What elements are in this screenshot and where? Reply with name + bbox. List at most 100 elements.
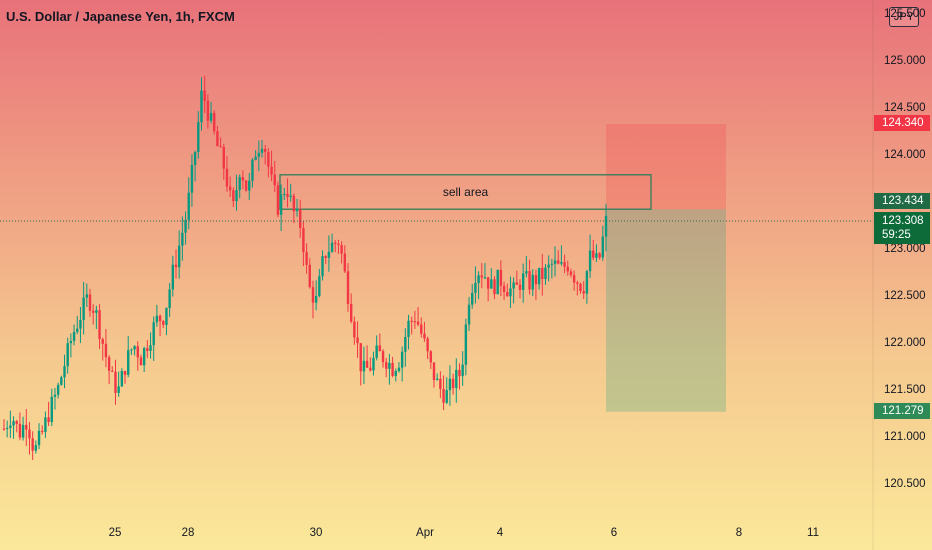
candle-body: [260, 148, 264, 153]
candle-body: [369, 367, 372, 371]
y-tick-label: 120.500: [884, 478, 926, 490]
target-zone: [606, 124, 726, 210]
candle-body: [44, 417, 47, 432]
candle-body: [289, 195, 292, 197]
candle-body: [314, 295, 318, 303]
candle-body: [410, 320, 413, 322]
chart-title: U.S. Dollar / Japanese Yen, 1h, FXCM: [6, 9, 235, 24]
candle-body: [254, 156, 257, 160]
candle-body: [445, 390, 448, 403]
candle-body: [21, 424, 25, 438]
candle-body: [420, 324, 423, 334]
candle-body: [152, 322, 155, 346]
candle-body: [50, 396, 53, 422]
candle-body: [171, 264, 175, 290]
candle-body: [375, 345, 378, 358]
x-tick-label: 8: [735, 527, 743, 539]
candle-body: [244, 180, 248, 191]
candle-body: [493, 279, 496, 295]
candle-body: [31, 438, 34, 451]
candle-body: [302, 228, 305, 253]
candle-body: [359, 343, 362, 372]
candle-body: [66, 343, 69, 367]
candle-body: [502, 285, 506, 292]
candle-body: [273, 174, 276, 186]
candle-body: [146, 348, 149, 351]
candle-body: [356, 337, 359, 344]
candle-body: [209, 113, 213, 121]
candle-body: [85, 294, 89, 298]
candle-body: [598, 253, 601, 258]
candle-body: [461, 364, 464, 377]
current-price-tag: 123.308 59:25: [874, 212, 930, 244]
candle-body: [263, 148, 267, 153]
candle-body: [142, 348, 146, 366]
candle-body: [133, 346, 136, 350]
candle-body: [88, 294, 92, 311]
y-tick-label: 121.000: [884, 431, 926, 443]
candle-body: [114, 371, 117, 393]
candle-body: [82, 297, 85, 320]
candle-body: [193, 152, 197, 165]
candle-body: [168, 289, 171, 308]
candle-body: [464, 324, 468, 365]
candle-body: [216, 131, 219, 147]
candle-body: [582, 291, 585, 294]
candle-body: [15, 421, 18, 424]
y-tick-label: 122.500: [884, 290, 926, 302]
candle-body: [512, 282, 515, 289]
candle-body: [53, 394, 57, 397]
candle-body: [337, 243, 340, 246]
candle-body: [107, 357, 111, 371]
candle-body: [423, 333, 426, 339]
candle-body: [442, 388, 445, 403]
candle-body: [222, 147, 225, 169]
candle-body: [190, 164, 194, 193]
y-tick-label: 122.000: [884, 337, 926, 349]
candle-body: [270, 166, 273, 175]
candle-body: [400, 351, 404, 368]
candle-body: [515, 282, 519, 285]
candle-body: [251, 159, 254, 181]
candle-body: [477, 275, 480, 283]
candle-body: [225, 168, 229, 187]
candle-body: [177, 245, 181, 268]
candle-body: [276, 185, 280, 215]
candle-body: [480, 275, 483, 278]
candle-body: [439, 378, 442, 389]
candle-body: [292, 195, 296, 212]
candle-body: [257, 152, 261, 157]
candle-body: [181, 232, 184, 246]
candle-body: [566, 266, 569, 272]
candle-body: [391, 362, 394, 376]
candle-body: [37, 430, 41, 446]
candle-body: [330, 242, 334, 252]
y-tick-label: 121.500: [884, 384, 926, 396]
candle-body: [506, 291, 509, 297]
candle-body: [346, 271, 350, 304]
candle-body: [98, 310, 101, 340]
candle-body: [279, 194, 283, 215]
candle-body: [601, 236, 605, 258]
candle-body: [318, 276, 321, 296]
candle-body: [324, 256, 327, 258]
candle-body: [165, 307, 168, 325]
candle-body: [385, 362, 388, 369]
candle-body: [123, 371, 127, 375]
candle-body: [407, 320, 410, 337]
candle-body: [483, 277, 487, 279]
candle-body: [604, 215, 608, 237]
candle-body: [235, 189, 238, 202]
candle-body: [595, 253, 598, 258]
candle-body: [563, 262, 566, 267]
x-tick-label: Apr: [416, 527, 434, 539]
candle-body: [521, 273, 525, 290]
candle-body: [467, 304, 471, 325]
currency-button[interactable]: JPY: [889, 7, 919, 27]
candle-body: [534, 274, 538, 285]
candle-body: [158, 315, 162, 322]
candle-body: [241, 177, 245, 181]
x-tick-label: 11: [807, 527, 819, 539]
